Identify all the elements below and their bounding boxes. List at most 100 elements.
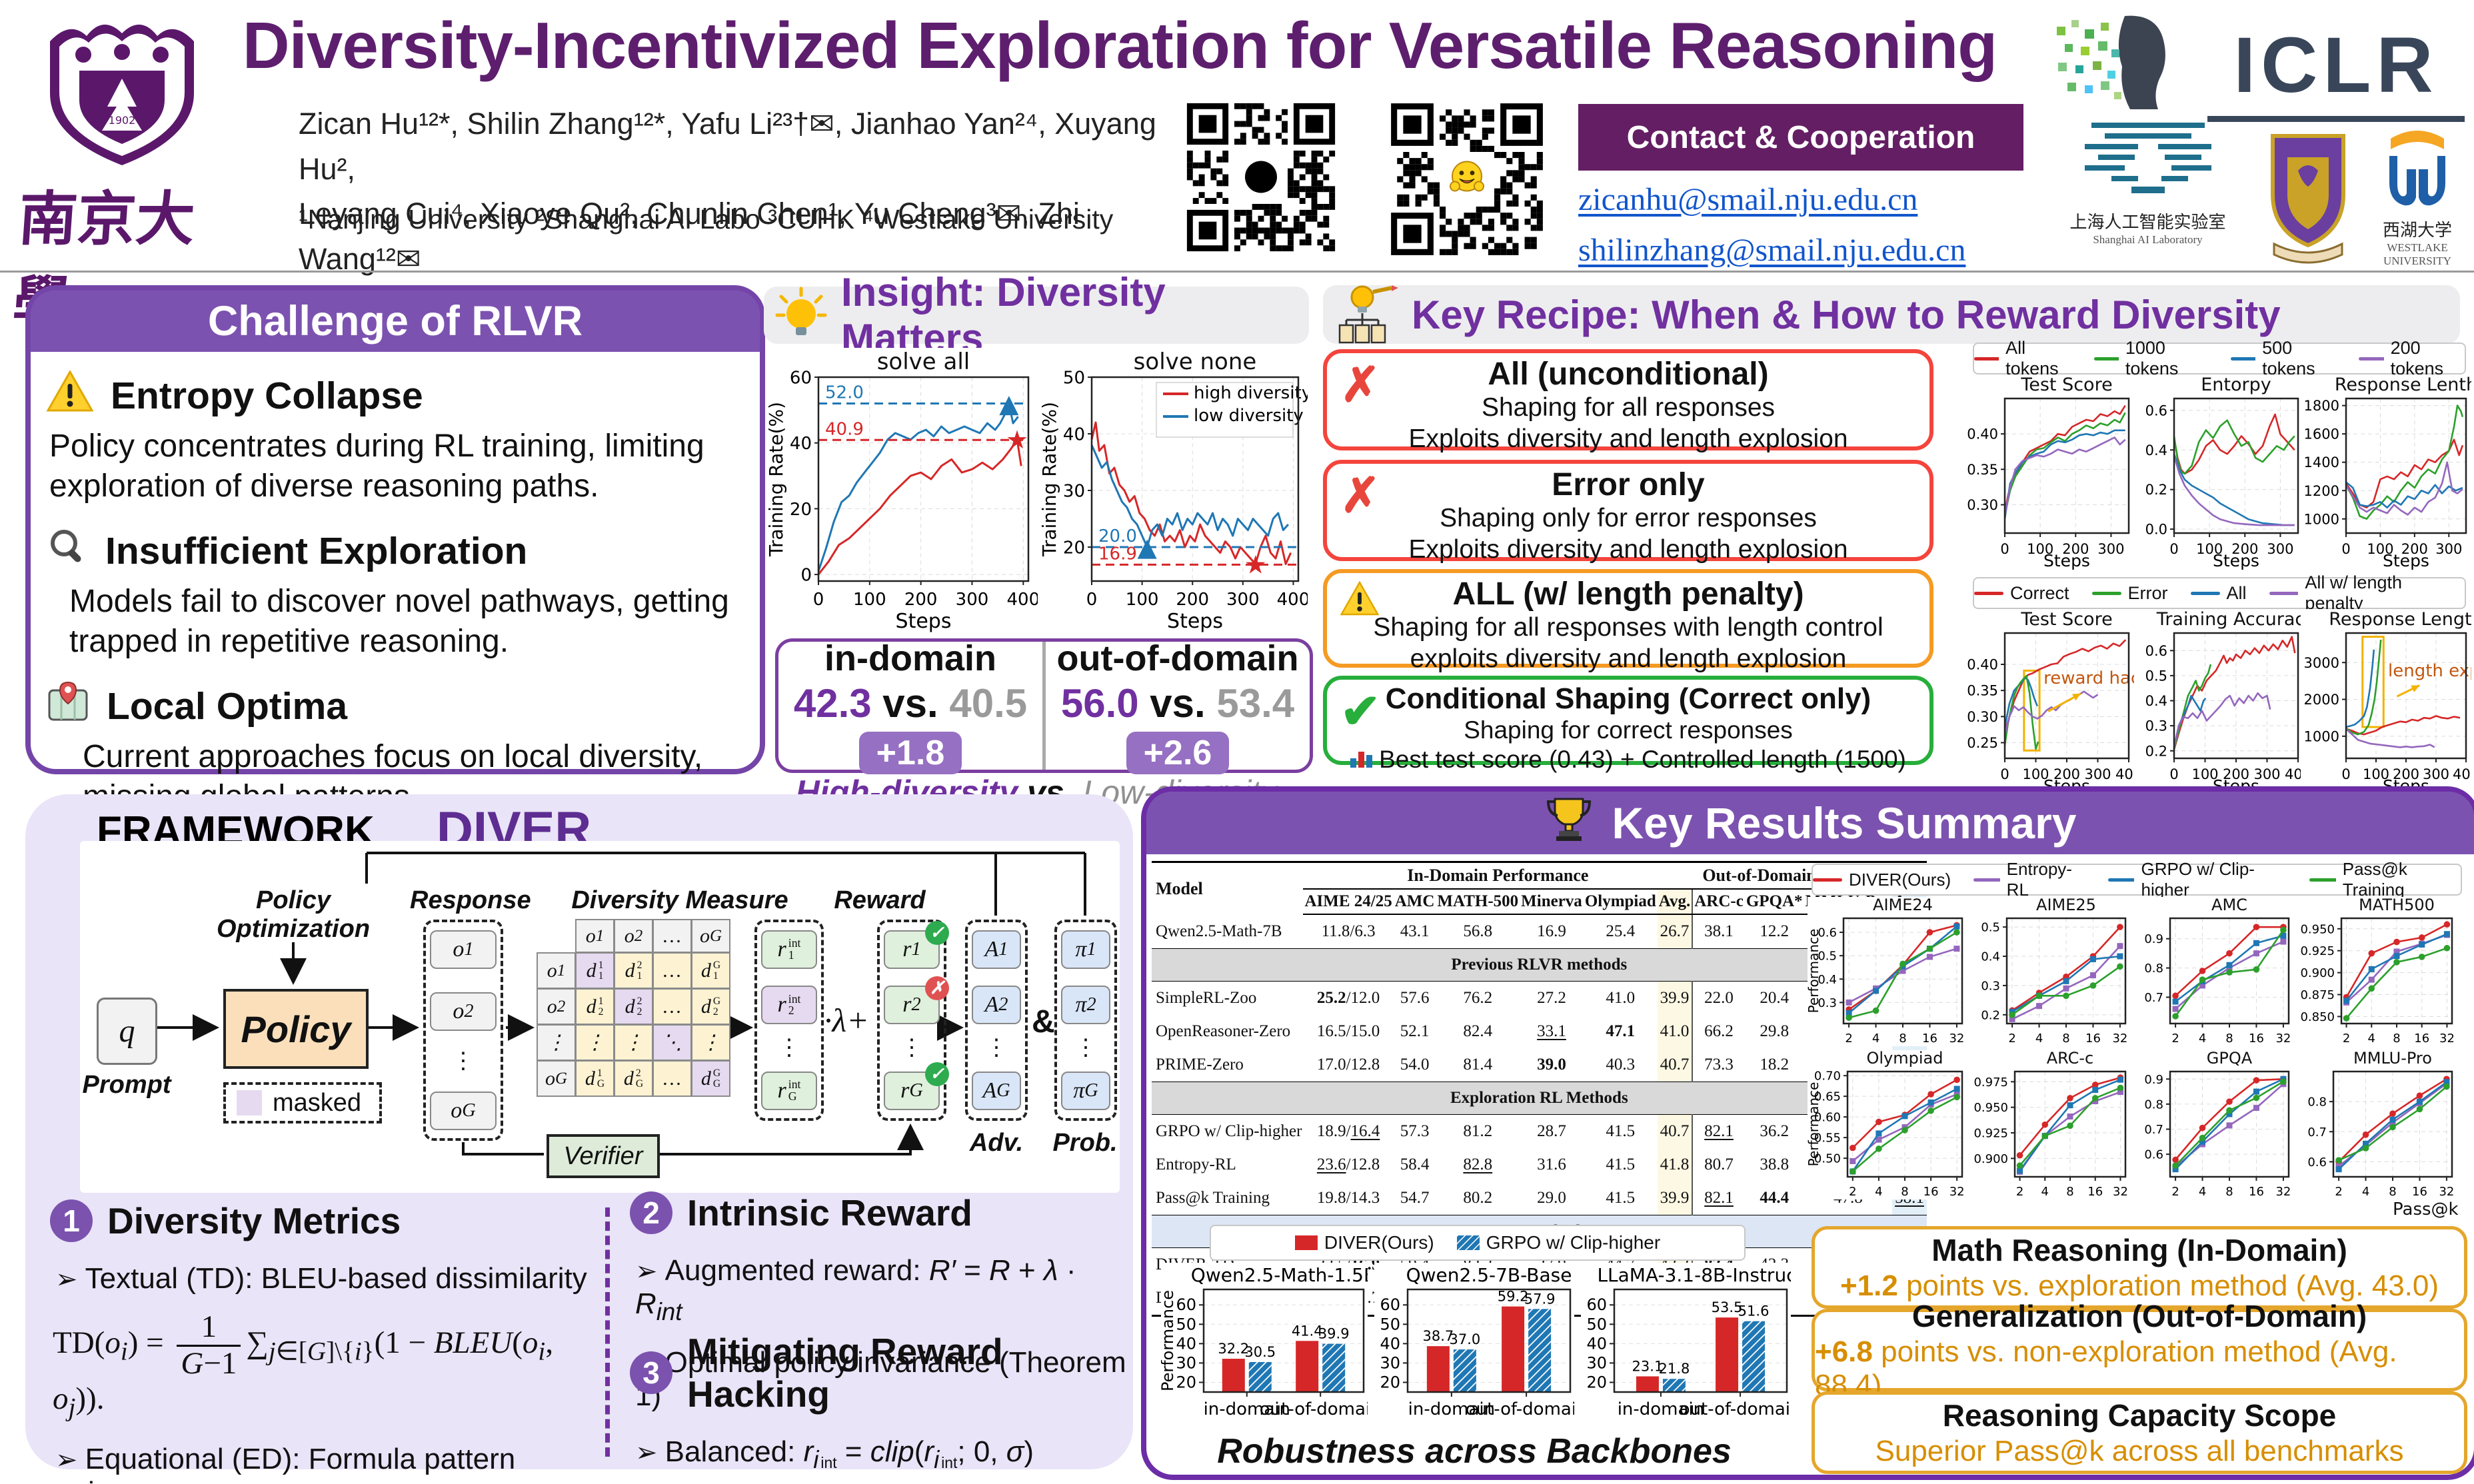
challenge-item-local-optima: Local Optima [47,681,749,732]
chart-passk-olympiad: 2 4 8 16 32 0.50 0.55 0.60 0.65 0.70 Olympiad Perfo… [1806,1049,1967,1199]
svg-text:20: 20 [1380,1373,1400,1391]
svg-text:in-domain: in-domain [1408,1399,1495,1419]
svg-text:60: 60 [1586,1295,1607,1314]
email-link-zicanhu[interactable]: zicanhu@smail.nju.edu.cn [1578,182,1918,217]
svg-text:0.2: 0.2 [2145,482,2167,498]
svg-text:0.65: 0.65 [1814,1090,1841,1104]
westlake-en: WESTLAKE UNIVERSITY [2383,241,2451,267]
chart-passk-gpqa: 2 4 8 16 32 0.6 0.7 0.8 0.9 GPQA [2134,1049,2294,1199]
svg-text:32: 32 [2112,1032,2127,1046]
svg-text:0.6: 0.6 [2307,1155,2327,1169]
svg-text:32: 32 [1949,1185,1965,1199]
svg-text:300: 300 [2253,766,2280,782]
chart-passk-mmlupro: 2 4 8 16 32 0.6 0.7 0.8 MMLU-Pro [2297,1049,2457,1199]
svg-text:0.9: 0.9 [2144,932,2163,946]
svg-text:0.7: 0.7 [2144,991,2163,1005]
recipe-box-all-length-penalty: ALL (w/ length penalty) Shaping for all … [1323,569,1933,673]
svg-text:0.7: 0.7 [2144,1123,2163,1137]
svg-text:0: 0 [2169,541,2178,557]
svg-text:0.60: 0.60 [1814,1111,1841,1125]
recipe-legend-tokens: All tokens 1000 tokens 500 tokens 200 token… [1973,338,2466,378]
svg-text:8: 8 [2066,1185,2073,1199]
chart-response-length-tokens: 0 100 200 300 1000 1200 1400 1600 1800 Response L… [2301,374,2474,572]
svg-text:AIME24: AIME24 [1873,897,1933,914]
westlake-logo: 西湖大学 WESTLAKE UNIVERSITY [2365,127,2470,270]
policy-box: Policy [223,989,369,1069]
email-link-shilinzhang[interactable]: shilinzhang@smail.nju.edu.cn [1578,233,1966,268]
svg-text:▲: ▲ [999,388,1019,418]
challenge-body-1: Policy concentrates during RL training, … [49,428,704,504]
chart-solve-all: 52.0 40.9 ▲ ★ 0 100 200 300 400 0 20 40 60 solve all S… [765,348,1040,633]
svg-text:GPQA: GPQA [2207,1050,2253,1068]
svg-text:0.50: 0.50 [1814,1152,1841,1166]
authors: Zican Hu¹²*, Shilin Zhang¹²*, Yafu Li²³†… [299,101,1172,281]
robustness-caption: Robustness across Backbones [1217,1432,1732,1471]
svg-text:4: 4 [2199,1185,2206,1199]
svg-text:300: 300 [2435,541,2462,557]
svg-text:16: 16 [2087,1185,2103,1199]
verifier-box: Verifier [547,1134,660,1178]
highlight-reasoning-capacity: Reasoning Capacity Scope Superior Pass@k… [1812,1391,2467,1474]
probability-column: π 1 π 2 ⋮ π G [1054,920,1117,1121]
svg-text:in-domain: in-domain [1618,1399,1704,1419]
svg-text:100: 100 [2363,766,2389,782]
check-icon: ✔ [1340,685,1381,738]
chart-entropy-tokens: 0 100 200 300 0.0 0.2 0.4 0.6 Entorpy Steps [2135,374,2303,572]
svg-text:4: 4 [2368,1032,2375,1046]
svg-text:high diversity: high diversity [1194,383,1308,403]
svg-text:40: 40 [790,434,812,454]
svg-text:100: 100 [2022,766,2049,782]
svg-text:300: 300 [2097,541,2124,557]
backbones-legend: DIVER(Ours) GRPO w/ Clip-higher [1210,1225,1746,1261]
reward-column: r 1 ✓ r 2 ✗ ⋮ r G ✓ [877,920,949,1121]
svg-text:ARC-c: ARC-c [2047,1050,2094,1068]
svg-text:0.925: 0.925 [1973,1127,2008,1141]
svg-text:60: 60 [790,368,812,388]
svg-text:Response Length: Response Length [2329,609,2471,630]
svg-text:0.950: 0.950 [2300,922,2335,936]
qr-code-github[interactable] [1181,97,1341,257]
cuhk-logo [2261,131,2355,267]
svg-text:0.35: 0.35 [1967,683,1998,699]
out-of-domain-compare: out-of-domain 56.0 vs. 53.4 +2.6 [1042,638,1310,774]
svg-text:2: 2 [1845,1032,1852,1046]
svg-text:0.6: 0.6 [2144,1148,2163,1162]
svg-text:0: 0 [2169,766,2178,782]
svg-text:0: 0 [2000,541,2009,557]
key-results-header: Key Results Summary [1146,792,2474,854]
delta-badge-out-domain: +2.6 [1126,731,1230,774]
svg-text:30: 30 [1380,1353,1400,1372]
svg-text:59.2: 59.2 [1498,1289,1529,1305]
svg-text:41.4: 41.4 [1292,1323,1323,1339]
svg-text:0.25: 0.25 [1967,735,1998,751]
svg-text:51.6: 51.6 [1738,1303,1770,1319]
svg-text:solve none: solve none [1134,349,1257,375]
diagram-arrows [156,852,1086,1155]
svg-text:1800: 1800 [2304,398,2339,414]
svg-text:0: 0 [813,590,824,610]
svg-text:0.9: 0.9 [2144,1073,2163,1087]
svg-text:32: 32 [2439,1185,2454,1199]
shanghai-ai-lab-en: Shanghai AI Laboratory [2093,233,2203,246]
svg-text:200: 200 [2393,766,2419,782]
svg-text:solve all: solve all [877,349,970,375]
svg-text:0.70: 0.70 [1814,1070,1841,1084]
probability-label: Prob. [1052,1129,1118,1157]
svg-text:0.40: 0.40 [1967,657,1998,673]
svg-text:0.8: 0.8 [2144,1098,2163,1112]
insight-section-header: Insight: Diversity Matters [764,270,1309,361]
svg-text:Training Rate(%): Training Rate(%) [766,402,787,557]
svg-text:AIME25: AIME25 [2036,897,2096,914]
svg-text:0.0: 0.0 [2145,522,2167,538]
delta-badge-in-domain: +1.8 [858,731,962,774]
svg-text:8: 8 [2389,1185,2396,1199]
qr-code-huggingface[interactable] [1385,97,1549,261]
framework-diagram: Policy Optimization q Prompt Policy Resp… [80,841,1120,1193]
svg-text:200: 200 [1176,590,1209,610]
recipe-legend-shaping: Correct Error All All w/ length penalty [1973,572,2466,613]
svg-text:0.6: 0.6 [1818,926,1837,940]
svg-text:0: 0 [1086,590,1098,610]
chart-test-score-tokens: 0 100 200 300 0.30 0.35 0.40 Test Score Steps [1966,374,2134,572]
